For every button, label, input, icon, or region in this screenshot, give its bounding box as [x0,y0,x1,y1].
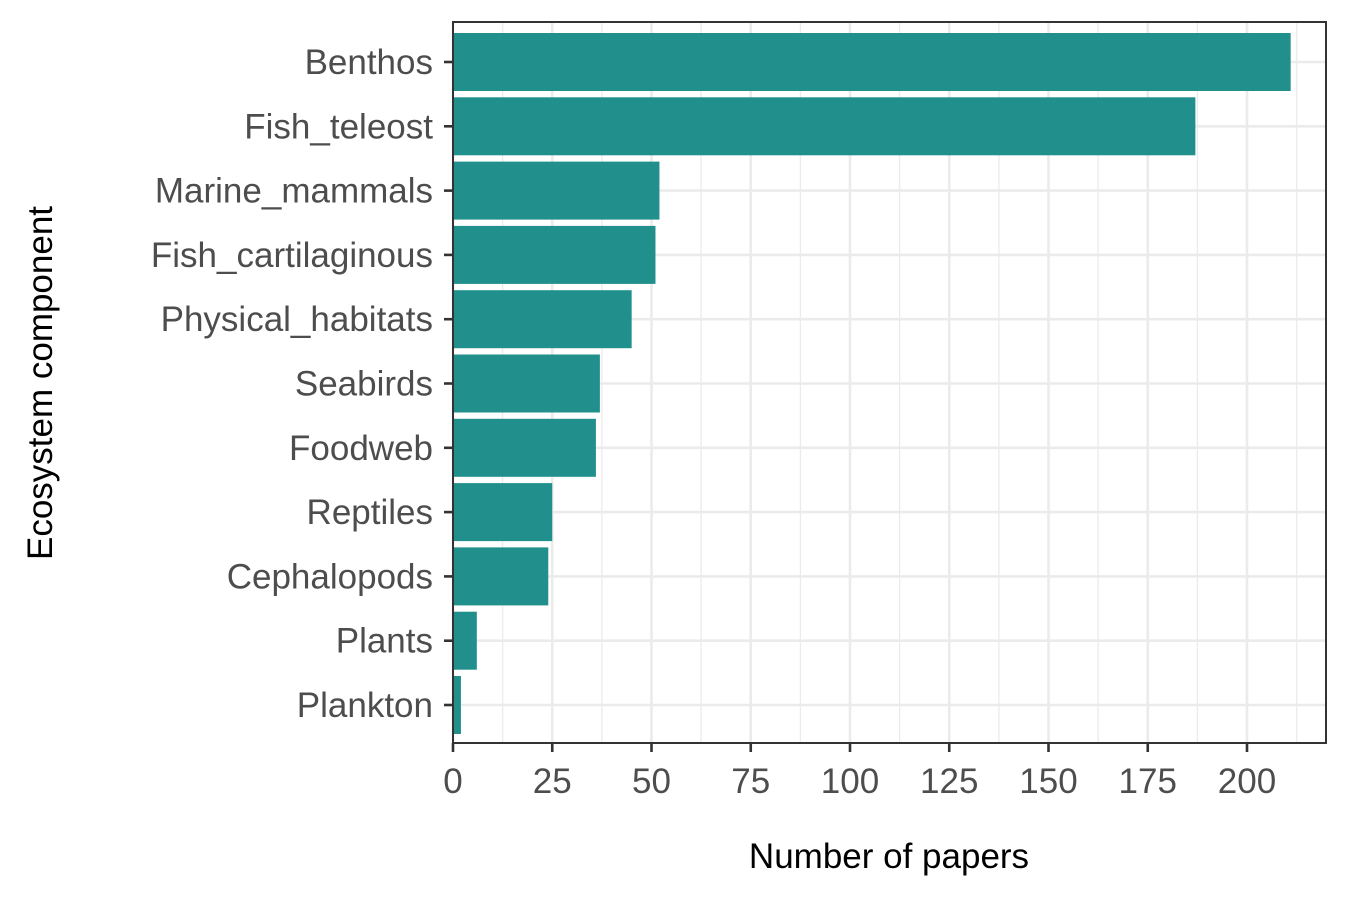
x-axis-title: Number of papers [749,837,1029,876]
x-tick-label: 25 [533,762,572,801]
y-axis: Benthos Fish_teleost Marine_mammals Fish_ca… [151,43,453,725]
bar-physical-habitats [453,290,632,349]
bar-foodweb [453,418,596,477]
y-tick-label: Foodweb [289,429,433,468]
x-tick-label: 125 [920,762,978,801]
y-tick-label: Cephalopods [227,557,433,596]
x-tick-label: 175 [1119,762,1177,801]
y-tick-label: Seabirds [295,365,433,404]
bar-fish-cartilaginous [453,225,656,284]
y-tick-label: Physical_habitats [161,300,433,339]
x-tick-label: 50 [632,762,671,801]
y-tick-label: Fish_cartilaginous [151,236,433,275]
bar-plankton [453,676,461,734]
y-tick-label: Reptiles [307,493,433,532]
y-tick-label: Benthos [305,43,433,82]
y-axis-title: Ecosystem component [21,206,60,560]
x-tick-label: 75 [731,762,770,801]
bar-cephalopods [453,547,549,606]
bar-benthos [453,33,1291,91]
x-tick-label: 0 [443,762,462,801]
bar-seabirds [453,354,600,413]
y-tick-label: Plants [336,622,433,661]
x-tick-label: 150 [1019,762,1077,801]
y-tick-label: Plankton [297,686,433,725]
bar-plants [453,611,477,670]
bars [453,33,1291,734]
x-tick-label: 200 [1218,762,1276,801]
x-tick-label: 100 [821,762,879,801]
y-tick-label: Fish_teleost [244,107,433,146]
bar-reptiles [453,483,553,542]
bar-marine-mammals [453,161,660,220]
y-tick-label: Marine_mammals [155,172,433,211]
bar-fish-teleost [453,97,1196,156]
x-axis: 0 25 50 75 100 125 150 175 200 [443,743,1276,801]
